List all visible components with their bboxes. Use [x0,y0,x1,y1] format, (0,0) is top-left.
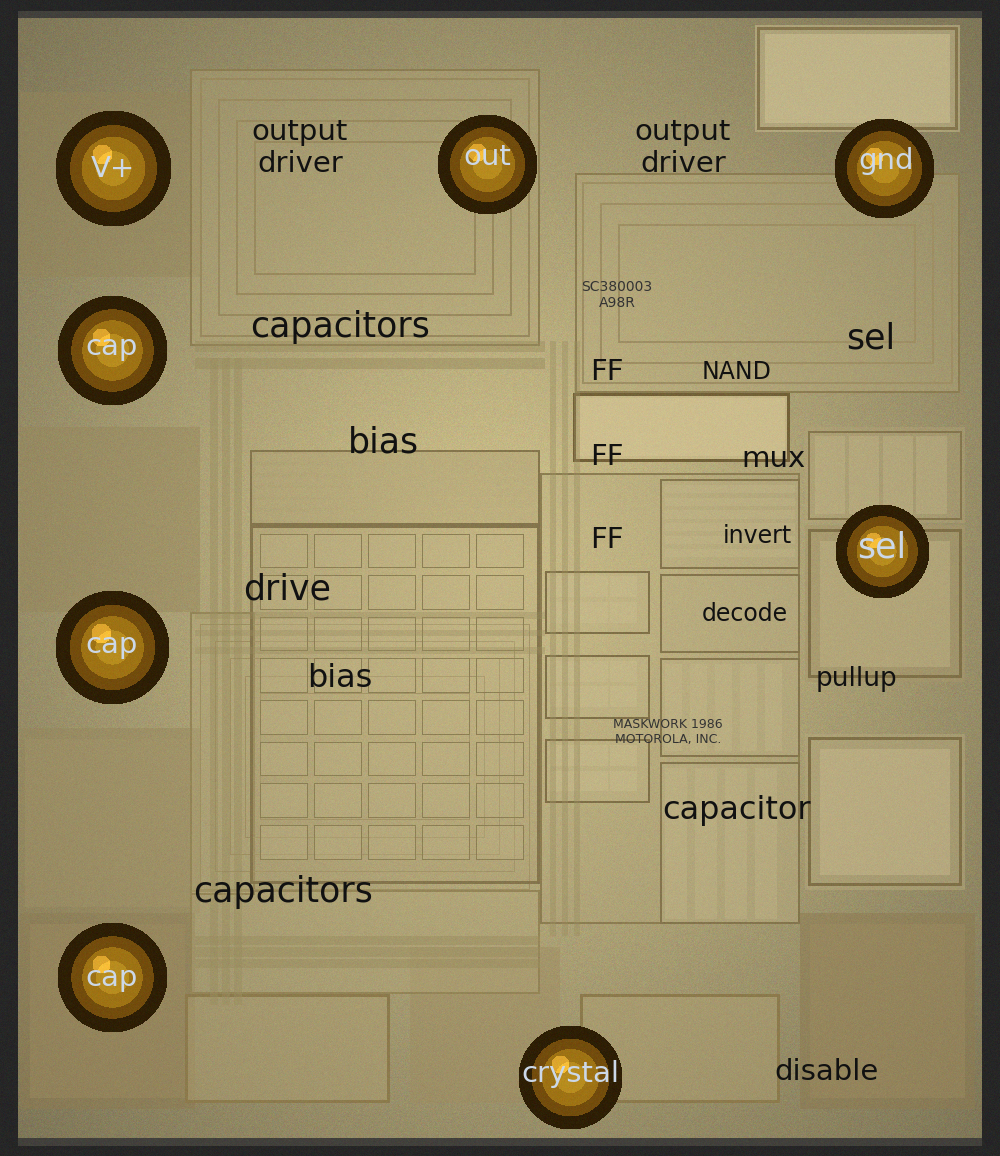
Text: MASKWORK 1986
MOTOROLA, INC.: MASKWORK 1986 MOTOROLA, INC. [613,718,723,746]
Text: capacitors: capacitors [250,310,430,344]
Text: disable: disable [774,1058,878,1085]
Text: SC380003
A98R: SC380003 A98R [581,280,653,310]
Text: cap: cap [86,631,138,659]
Text: capacitors: capacitors [193,875,373,910]
Text: pullup: pullup [816,666,898,691]
Text: FF: FF [590,526,624,554]
Text: bias: bias [307,664,373,694]
Text: decode: decode [702,602,788,625]
Text: capacitor: capacitor [663,795,811,825]
Text: cap: cap [86,964,138,992]
Text: invert: invert [722,525,792,548]
Text: gnd: gnd [858,147,914,175]
Text: mux: mux [741,445,805,473]
Text: FF: FF [590,358,624,386]
Text: FF: FF [590,443,624,470]
Text: bias: bias [347,425,419,460]
Text: output
driver: output driver [635,118,731,178]
Text: sel: sel [846,321,896,356]
Text: NAND: NAND [702,361,772,384]
Text: sel: sel [857,531,907,565]
Text: V+: V+ [91,155,135,183]
Text: cap: cap [86,333,138,361]
Text: crystal: crystal [521,1060,619,1088]
Text: output
driver: output driver [252,118,348,178]
Text: drive: drive [243,572,331,607]
Text: out: out [463,143,511,171]
